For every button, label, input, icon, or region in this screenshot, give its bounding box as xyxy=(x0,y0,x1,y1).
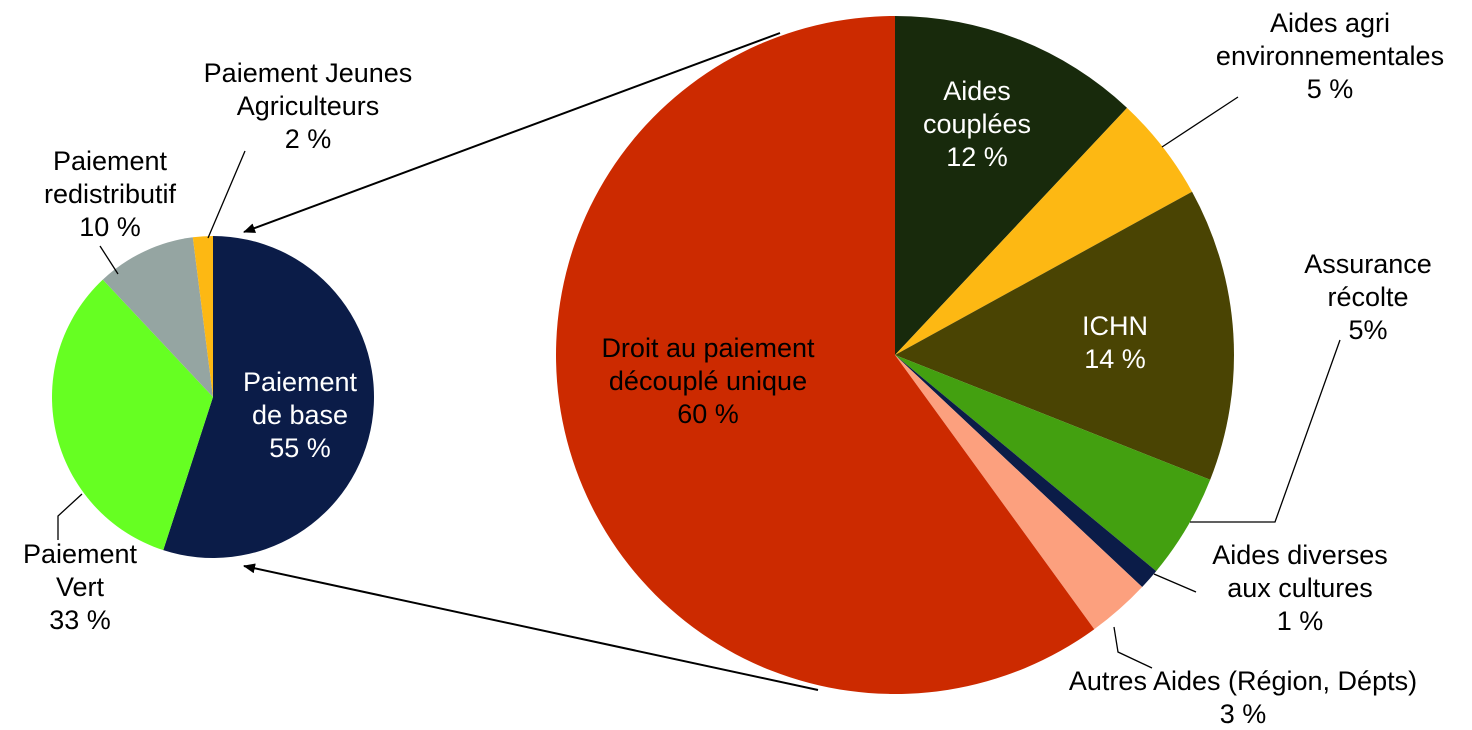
leader-line-assurance xyxy=(1190,339,1341,523)
slice-value-label: 33 % xyxy=(49,605,111,635)
pie-slice-paiement-de-base xyxy=(163,236,375,559)
pie-slice-aides-agri-environnementales xyxy=(895,107,1193,355)
large-pie-chart xyxy=(556,16,1234,694)
pie-slice-aides-couplees xyxy=(895,16,1128,355)
slice-label-autres-aides-region-depts: Autres Aides (Région, Dépts) 3 % xyxy=(1069,666,1417,729)
slice-value-label: 5 % xyxy=(1307,74,1354,104)
slice-label-line: Autres Aides (Région, Dépts) xyxy=(1069,666,1417,696)
slice-label-line: Paiement xyxy=(243,367,358,397)
slice-label-line: aux cultures xyxy=(1227,573,1373,603)
leader-line-aides-agri xyxy=(1161,96,1239,148)
slice-label-aides-couplees: Aides couplées 12 % xyxy=(923,76,1031,172)
small-pie-chart xyxy=(52,236,375,559)
slice-label-line: récolte xyxy=(1327,282,1408,312)
slice-label-line: Aides xyxy=(943,76,1011,106)
pie-slice-paiement-vert xyxy=(52,279,214,551)
slice-label-line: couplées xyxy=(923,109,1031,139)
slice-label-line: Aides diverses xyxy=(1212,540,1388,570)
slice-label-line: Agriculteurs xyxy=(237,91,380,121)
leader-line-autres-aides xyxy=(1113,626,1153,669)
slice-value-label: 1 % xyxy=(1277,606,1324,636)
pie-slice-aides-diverses-aux-cultures xyxy=(895,355,1157,588)
leader-line-redistributif xyxy=(99,245,119,275)
slice-label-line: Droit au paiement xyxy=(601,333,815,363)
leader-line-vert xyxy=(57,493,83,540)
slice-value-label: 2 % xyxy=(285,124,332,154)
slice-label-line: Vert xyxy=(56,572,105,602)
connector-lines xyxy=(57,32,1341,691)
slice-label-line: de base xyxy=(252,400,348,430)
slice-label-line: Paiement xyxy=(23,539,138,569)
pie-slice-droit-au-paiement-decouple-unique xyxy=(556,16,1095,694)
pie-slice-autres-aides-region-depts xyxy=(895,355,1143,630)
slice-labels: Paiement de base 55 %Paiement Vert 33 %Paiem… xyxy=(23,8,1444,729)
zoom-arrow-top xyxy=(243,32,781,233)
pie-slice-ichn xyxy=(895,191,1234,480)
slice-label-aides-diverses-aux-cultures: Aides diverses aux cultures 1 % xyxy=(1212,540,1388,636)
slice-label-paiement-vert: Paiement Vert 33 % xyxy=(23,539,138,635)
slice-value-label: 60 % xyxy=(677,399,739,429)
pie-slice-assurance-recolte xyxy=(895,355,1211,572)
pie-slice-paiement-redistributif xyxy=(102,237,213,397)
slice-label-droit-au-paiement-decouple-unique: Droit au paiement découplé unique 60 % xyxy=(601,333,815,429)
slice-label-ichn: ICHN 14 % xyxy=(1082,311,1148,374)
slice-value-label: 55 % xyxy=(269,433,331,463)
slice-label-line: Paiement xyxy=(53,146,168,176)
slice-label-paiement-redistributif: Paiement redistributif 10 % xyxy=(44,146,177,242)
slice-label-paiement-jeunes-agriculteurs: Paiement Jeunes Agriculteurs 2 % xyxy=(204,58,413,154)
slice-label-line: Aides agri xyxy=(1270,8,1390,38)
slice-label-line: environnementales xyxy=(1216,41,1444,71)
slice-label-line: redistributif xyxy=(44,179,177,209)
slice-label-assurance-recolte: Assurance récolte 5% xyxy=(1304,249,1432,345)
slice-label-paiement-de-base: Paiement de base 55 % xyxy=(243,367,358,463)
slice-value-label: 5% xyxy=(1348,315,1387,345)
slice-label-line: Paiement Jeunes xyxy=(204,58,413,88)
leader-line-jeunes-agriculteurs xyxy=(207,150,246,239)
slice-label-line: découplé unique xyxy=(609,366,807,396)
slice-value-label: 10 % xyxy=(79,212,141,242)
slice-value-label: 12 % xyxy=(946,142,1008,172)
slice-value-label: 3 % xyxy=(1220,699,1267,729)
zoom-arrow-bottom xyxy=(243,563,819,691)
slice-label-line: ICHN xyxy=(1082,311,1148,341)
leader-line-aides-diverses xyxy=(1153,573,1197,593)
slice-label-line: Assurance xyxy=(1304,249,1432,279)
slice-value-label: 14 % xyxy=(1084,344,1146,374)
slice-label-aides-agri-environnementales: Aides agri environnementales 5 % xyxy=(1216,8,1444,104)
pie-slice-paiement-jeunes-agriculteurs xyxy=(192,236,213,397)
